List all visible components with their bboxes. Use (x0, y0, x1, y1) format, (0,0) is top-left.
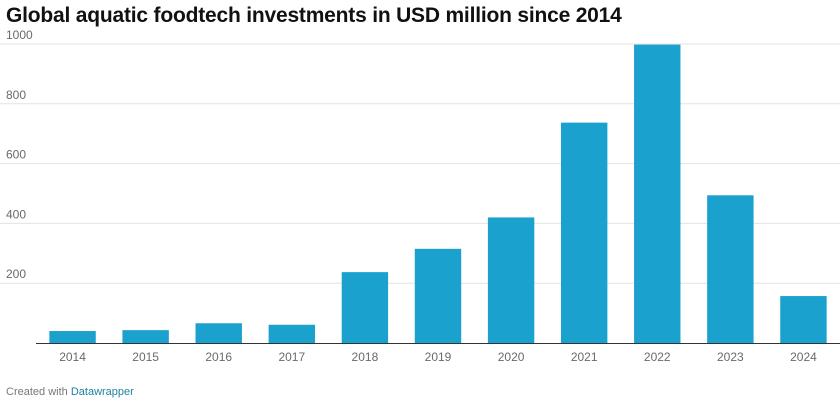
bar-2022 (634, 44, 681, 344)
chart-title: Global aquatic foodtech investments in U… (6, 4, 622, 27)
gridlines (0, 43, 840, 284)
bar-2017 (268, 324, 316, 343)
y-tick-label: 600 (6, 148, 26, 162)
x-tick-label: 2022 (644, 350, 671, 364)
bars (49, 44, 827, 344)
x-tick-label: 2021 (571, 350, 598, 364)
y-tick-label: 800 (6, 88, 26, 102)
bar-chart: 200 400 600 800 1000 2014 2015 2016 2017 2018 2019… (0, 30, 840, 364)
y-tick-label: 1000 (6, 30, 33, 42)
y-tick-label: 400 (6, 207, 26, 221)
x-tick-label: 2019 (425, 350, 452, 364)
bar-2019 (414, 248, 462, 343)
x-tick-label: 2020 (498, 350, 525, 364)
bar-2018 (341, 272, 389, 343)
y-tick-label: 200 (6, 267, 26, 281)
x-tick-label: 2023 (717, 350, 744, 364)
bar-2023 (707, 195, 754, 343)
x-tick-label: 2018 (352, 350, 379, 364)
x-tick-label: 2015 (132, 350, 159, 364)
attribution: Created with Datawrapper (6, 386, 134, 398)
bar-2020 (487, 217, 535, 343)
bar-2015 (122, 330, 169, 343)
attribution-prefix: Created with (6, 386, 68, 398)
chart-area: 200 400 600 800 1000 2014 2015 2016 2017 2018 2019… (0, 30, 840, 375)
axes: 200 400 600 800 1000 2014 2015 2016 2017 2018 2019… (6, 30, 840, 364)
x-tick-label: 2017 (278, 350, 305, 364)
bar-2021 (560, 122, 608, 344)
x-tick-label: 2014 (59, 350, 86, 364)
datawrapper-link[interactable]: Datawrapper (70, 386, 134, 398)
x-tick-label: 2024 (790, 350, 817, 364)
bar-2024 (780, 296, 827, 343)
x-tick-label: 2016 (205, 350, 232, 364)
bar-2014 (49, 331, 96, 343)
bar-2016 (195, 323, 242, 343)
